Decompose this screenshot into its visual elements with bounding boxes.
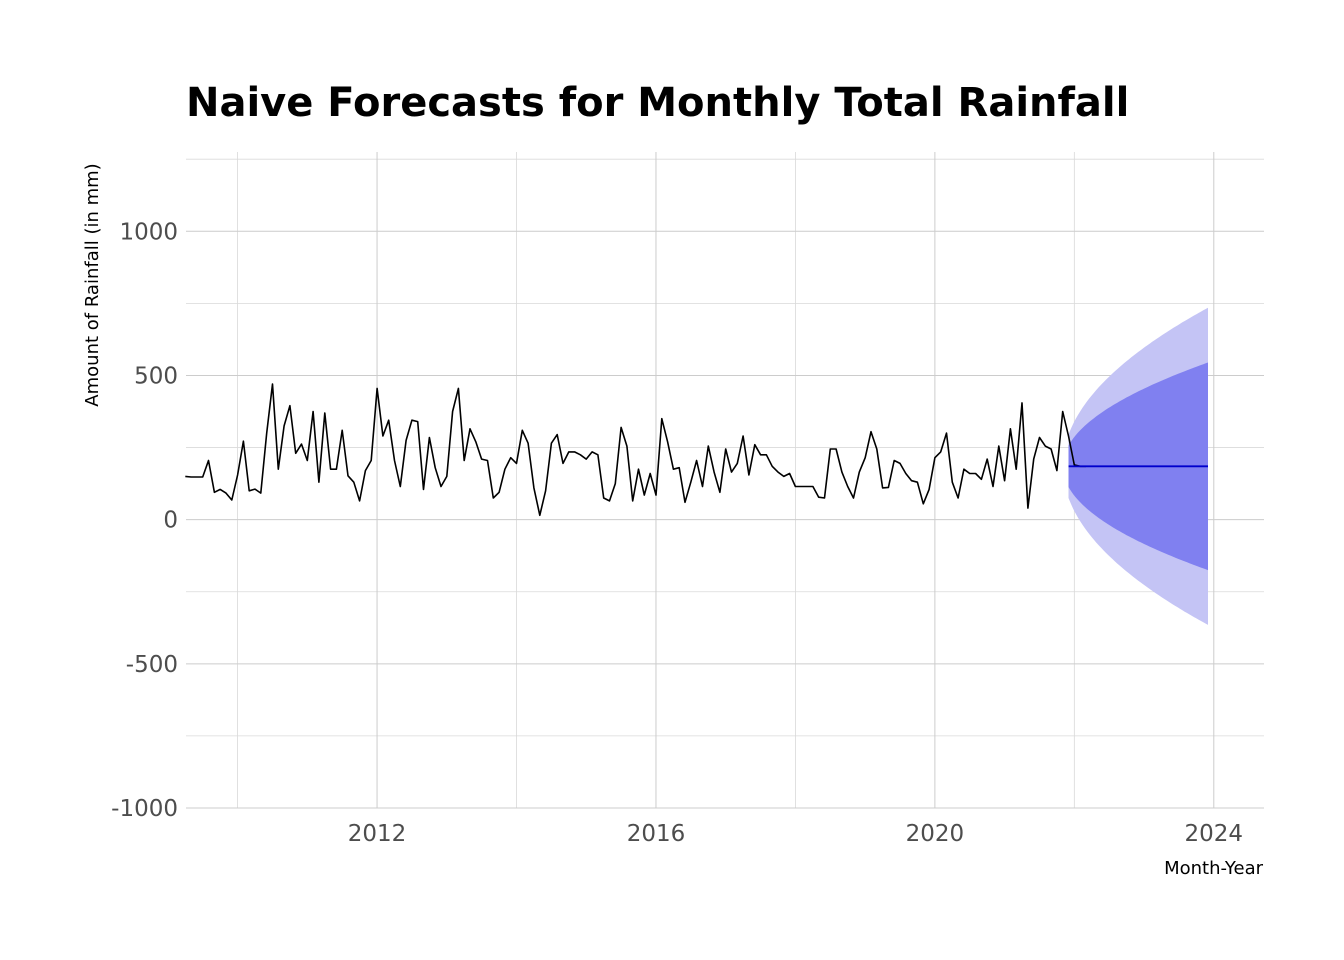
series-lines (185, 383, 1208, 517)
x-axis-label: Month-Year (1164, 858, 1263, 879)
y-tick-label: -500 (126, 652, 178, 678)
x-tick-label: 2016 (627, 821, 686, 847)
chart-title: Naive Forecasts for Monthly Total Rainfa… (186, 80, 1129, 126)
y-axis-label: Amount of Rainfall (in mm) (82, 163, 103, 406)
x-tick-label: 2020 (906, 821, 965, 847)
y-tick-label: 500 (134, 363, 178, 389)
y-tick-label: -1000 (111, 796, 178, 822)
x-tick-label: 2024 (1185, 821, 1244, 847)
tick-labels: 2012 2016 2020 2024 -1000 -500 0 500 1000 (111, 219, 1243, 847)
x-tick-label: 2012 (348, 821, 407, 847)
grid (186, 152, 1264, 809)
actual-series-line (185, 383, 1086, 517)
y-tick-label: 1000 (119, 219, 178, 245)
y-tick-label: 0 (163, 508, 178, 534)
